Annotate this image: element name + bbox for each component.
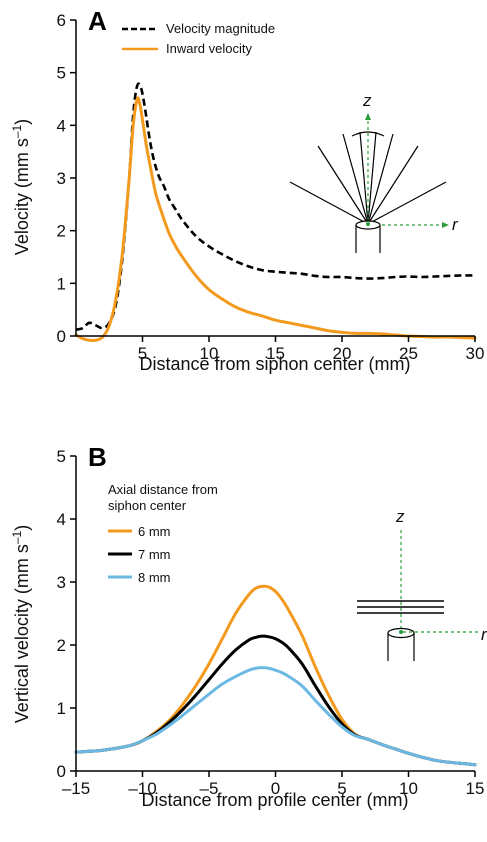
z-arrow-head	[365, 113, 371, 120]
panel-a: A 0 1 2 3 4 5 6 5 10 15 20 25 30 Velocity magnitude …	[10, 6, 484, 374]
legend-label-velocity-magnitude: Velocity magnitude	[166, 21, 275, 36]
inset-a-z-label: z	[362, 91, 372, 110]
y-tick-label: 2	[57, 636, 66, 655]
panel-a-axes: 0 1 2 3 4 5 6 5 10 15 20 25 30	[57, 11, 485, 363]
x-tick-label: 5	[337, 779, 346, 798]
series-line-inward-velocity	[74, 96, 477, 343]
x-tick-label: –10	[128, 779, 156, 798]
panel-a-legend: Velocity magnitude Inward velocity	[122, 21, 275, 56]
panel-a-siphon-inset: z r	[289, 91, 459, 253]
panel-b-plot-area	[74, 584, 477, 767]
y-tick-label: 5	[57, 64, 66, 83]
x-tick-label: –5	[200, 779, 219, 798]
panel-a-label: A	[88, 6, 107, 36]
angle-arc	[351, 131, 385, 137]
x-tick-label: 10	[200, 344, 219, 363]
panel-a-y-axis-label: Velocity (mm s–1)	[10, 119, 32, 255]
series-line-8-mm	[74, 666, 477, 767]
inset-a-r-label: r	[452, 215, 459, 234]
siphon-fan-lines	[289, 131, 447, 225]
siphon-center-dot-b	[399, 630, 403, 634]
legend-label-7mm: 7 mm	[138, 547, 171, 562]
y-tick-label: 6	[57, 11, 66, 30]
y-tick-label: 3	[57, 169, 66, 188]
legend-title-line-1: Axial distance from	[108, 482, 218, 497]
panel-b-profile-inset: z r	[357, 507, 487, 661]
x-tick-label: 0	[271, 779, 280, 798]
inset-b-r-label: r	[481, 625, 487, 644]
legend-title-line-2: siphon center	[108, 498, 187, 513]
y-tick-label: 0	[57, 327, 66, 346]
y-tick-label: 4	[57, 116, 66, 135]
x-tick-label: 15	[266, 344, 285, 363]
y-tick-label: 2	[57, 222, 66, 241]
legend-label-6mm: 6 mm	[138, 524, 171, 539]
panel-b-y-axis-label: Vertical velocity (mm s–1)	[10, 525, 32, 723]
x-tick-label: 30	[466, 344, 485, 363]
panel-b-legend: Axial distance from siphon center 6 mm 7…	[108, 482, 218, 585]
y-tick-label: 4	[57, 510, 66, 529]
y-tick-label: 0	[57, 762, 66, 781]
siphon-center-dot	[366, 222, 370, 226]
x-tick-label: 15	[466, 779, 485, 798]
r-arrow-head	[442, 222, 449, 228]
panel-b-x-axis-label: Distance from profile center (mm)	[141, 790, 408, 810]
panel-a-plot-area	[74, 82, 477, 343]
y-tick-label: 3	[57, 573, 66, 592]
panel-b-axes: 0 1 2 3 4 5 –15 –10 –5 0 5 10 15	[57, 447, 485, 798]
y-tick-label: 1	[57, 699, 66, 718]
panel-a-x-axis-label: Distance from siphon center (mm)	[139, 354, 410, 374]
inset-b-z-label: z	[395, 507, 405, 526]
legend-label-8mm: 8 mm	[138, 570, 171, 585]
y-tick-label: 1	[57, 274, 66, 293]
panel-b: B 0 1 2 3 4 5 –15 –10 –5 0 5 10 15 Axial distance fr…	[10, 442, 487, 810]
legend-label-inward-velocity: Inward velocity	[166, 41, 252, 56]
x-tick-label: 25	[399, 344, 418, 363]
series-line-7-mm	[74, 634, 477, 767]
series-line-velocity-magnitude	[75, 82, 476, 331]
panel-b-label: B	[88, 442, 107, 472]
x-tick-label: 5	[138, 344, 147, 363]
x-tick-label: 10	[399, 779, 418, 798]
y-tick-label: 5	[57, 447, 66, 466]
x-tick-label: –15	[62, 779, 90, 798]
x-tick-label: 20	[333, 344, 352, 363]
